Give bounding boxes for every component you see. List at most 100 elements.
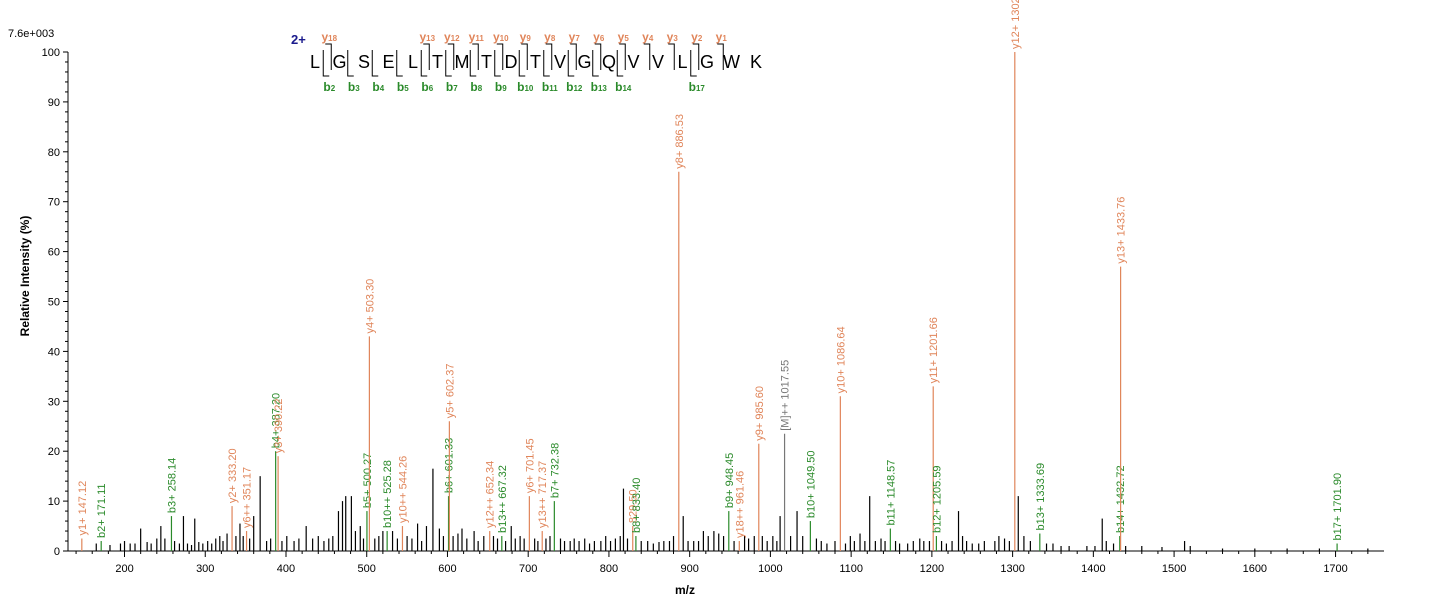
residue: L xyxy=(408,52,418,72)
peak-label: b7+ 732.38 xyxy=(549,443,561,498)
residue: Q xyxy=(602,52,616,72)
peak-label: y11+ 1201.66 xyxy=(928,317,940,383)
peak-label: b13++ 667.32 xyxy=(497,465,509,533)
max-intensity-label: 7.6e+003 xyxy=(8,28,54,40)
peak-label: y9+ 985.60 xyxy=(754,386,766,441)
residue: K xyxy=(750,52,762,72)
residue: E xyxy=(382,52,394,72)
y-tick-label: 0 xyxy=(54,546,60,558)
b-ion-label: b9 xyxy=(495,80,507,94)
b-ion-label: b6 xyxy=(421,80,433,94)
y-ion-bracket xyxy=(423,43,430,70)
b-ion-label: b10 xyxy=(517,80,534,94)
peak-label: b3+ 258.14 xyxy=(166,458,178,513)
noise-peaks xyxy=(95,468,1369,551)
y-tick-label: 60 xyxy=(48,247,60,259)
y-tick-label: 40 xyxy=(48,346,60,358)
y-axis: 0 10 20 30 40 50 60 70 80 90 100 xyxy=(42,47,69,558)
peak-label: b12+ 1205.59 xyxy=(931,465,943,533)
residue: S xyxy=(358,52,370,72)
y-ion-label: y5 xyxy=(618,30,630,44)
peak-label: y18++ 961.46 xyxy=(734,471,746,538)
charge-state: 2+ xyxy=(291,32,306,47)
b-ion-label: b12 xyxy=(566,80,583,94)
residue: V xyxy=(652,52,664,72)
peak-label: b13+ 1333.69 xyxy=(1035,463,1047,531)
peak-label: b11+ 1148.57 xyxy=(885,460,897,526)
x-tick-label: 1500 xyxy=(1162,563,1186,575)
y-tick-label: 20 xyxy=(48,446,60,458)
residue: W xyxy=(723,52,740,72)
y-ion-bracket xyxy=(472,43,479,70)
b-ion-label: b8 xyxy=(470,80,482,94)
y-tick-label: 80 xyxy=(48,147,60,159)
y-ion-label: y1 xyxy=(716,30,728,44)
b-ion-label: b5 xyxy=(397,80,409,94)
residue: L xyxy=(310,52,320,72)
y-ion-bracket xyxy=(668,43,675,70)
y-ion-label: y12 xyxy=(444,30,460,44)
x-tick-label: 400 xyxy=(277,563,295,575)
residue: D xyxy=(505,52,518,72)
b-ion-bracket xyxy=(616,50,624,77)
peak-label: b5+ 500.27 xyxy=(362,453,374,508)
b-ion-bracket xyxy=(445,50,452,77)
x-tick-label: 1300 xyxy=(1000,563,1024,575)
residue: T xyxy=(530,52,541,72)
b-ion-bracket xyxy=(494,50,501,77)
peak-label: [M]++ 1017.55 xyxy=(780,360,792,431)
b-ion-bracket xyxy=(469,50,477,77)
y-tick-label: 30 xyxy=(48,396,60,408)
b-ion-label: b4 xyxy=(372,80,384,94)
b-ion-label: b7 xyxy=(446,80,458,94)
residue: G xyxy=(700,52,714,72)
y-tick-label: 70 xyxy=(48,197,60,209)
y-ion-label: y9 xyxy=(520,30,532,44)
residue: G xyxy=(577,52,591,72)
y-ion-label: y18 xyxy=(321,30,337,44)
y-ion-bracket xyxy=(325,43,332,70)
y-ion-bracket xyxy=(643,43,651,70)
y-ion-bracket xyxy=(594,43,602,70)
b-ion-label: b11 xyxy=(542,80,558,94)
peak-label: y13+ 1433.76 xyxy=(1116,197,1128,264)
residue: T xyxy=(481,52,492,72)
peak-label: y13++ 717.37 xyxy=(537,461,549,528)
x-axis: 200 300 400 500 600 700 800 900 1000 1100 1200 1300… xyxy=(68,550,1384,575)
b-ion-bracket xyxy=(690,50,697,77)
b-ion-label: b13 xyxy=(591,80,608,94)
y-ion-label: y10 xyxy=(493,30,509,44)
b-ion-label: b2 xyxy=(323,80,335,94)
b-ion-bracket xyxy=(420,50,428,77)
peak-label: 829.50 xyxy=(628,489,640,523)
y-ion-label: y6 xyxy=(593,30,605,44)
y-ion-bracket xyxy=(521,43,528,70)
x-tick-label: 1100 xyxy=(839,563,863,575)
y-ion-bracket xyxy=(545,43,553,70)
y-ion-bracket xyxy=(447,43,455,70)
b-ion-bracket xyxy=(592,50,599,77)
b-ion-bracket xyxy=(371,50,379,77)
residue: G xyxy=(332,52,346,72)
x-tick-label: 500 xyxy=(358,563,376,575)
x-tick-label: 900 xyxy=(680,563,698,575)
y-tick-label: 90 xyxy=(48,97,60,109)
y-ion-bracket xyxy=(692,43,700,70)
peak-label: y6+ 701.45 xyxy=(524,438,536,493)
x-tick-label: 200 xyxy=(115,563,133,575)
residue: V xyxy=(554,52,566,72)
y-tick-label: 10 xyxy=(48,496,60,508)
peak-label: y10+ 1086.64 xyxy=(835,326,847,393)
b-ion-bracket xyxy=(518,50,526,77)
residue: L xyxy=(677,52,687,72)
x-tick-label: 300 xyxy=(196,563,214,575)
peak-label: y3+ 390.22 xyxy=(273,398,285,453)
b-ion-label: b3 xyxy=(348,80,360,94)
peak-label: b8+ 833.40 xyxy=(631,478,643,533)
y-ion-label: y8 xyxy=(544,30,556,44)
y-ion-label: y11 xyxy=(469,30,485,44)
y-ion-label: y13 xyxy=(419,30,435,44)
peak-label: y5+ 602.37 xyxy=(444,364,456,419)
x-tick-label: 700 xyxy=(519,563,537,575)
